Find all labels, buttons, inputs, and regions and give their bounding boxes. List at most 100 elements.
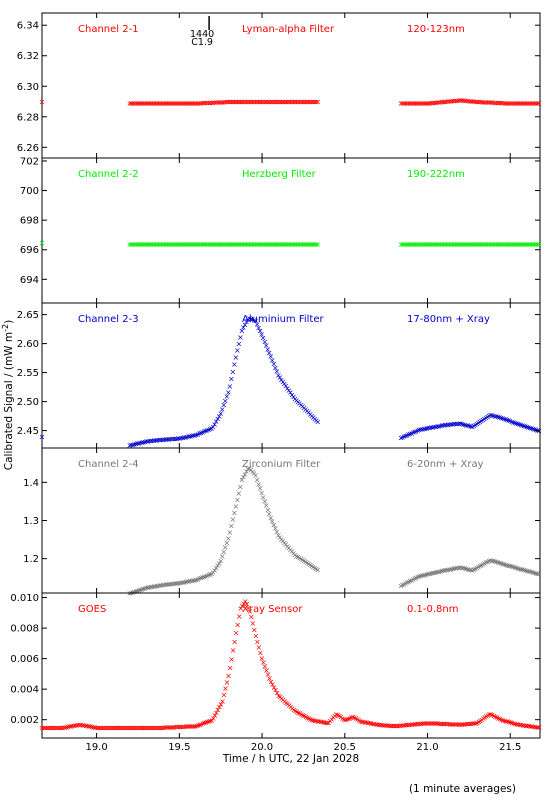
- data-point: ×: [417, 572, 424, 581]
- data-point: ×: [110, 723, 117, 732]
- data-point: ×: [189, 576, 196, 585]
- data-point: ×: [257, 327, 264, 336]
- data-point: ×: [229, 515, 236, 524]
- data-point: ×: [412, 720, 419, 729]
- data-point: ×: [146, 437, 153, 446]
- data-point: ×: [273, 98, 280, 107]
- data-point: ×: [176, 434, 183, 443]
- data-point: ×: [313, 98, 320, 107]
- data-point: ×: [266, 510, 273, 519]
- data-point: ×: [484, 98, 491, 107]
- data-point: ×: [444, 720, 451, 729]
- panel-filter-label: Aluminium Filter: [242, 314, 325, 325]
- data-point: ×: [266, 240, 273, 249]
- data-point: ×: [284, 700, 291, 709]
- data-point: ×: [286, 544, 293, 553]
- data-point: ×: [219, 697, 226, 706]
- data-point: ×: [387, 722, 394, 731]
- data-point: ×: [155, 99, 162, 108]
- data-point: ×: [193, 430, 200, 439]
- data-point: ×: [422, 570, 429, 579]
- data-point: ×: [172, 434, 179, 443]
- data-point: ×: [466, 719, 473, 728]
- data-point: ×: [257, 649, 264, 658]
- data-point: ×: [201, 573, 208, 582]
- data-point: ×: [170, 435, 177, 444]
- y-tick-label: 2.55: [17, 368, 39, 379]
- data-point: ×: [402, 99, 409, 108]
- panel-5: ××××××××××××××××××××××××××××××××××××××××…: [10, 592, 543, 739]
- panel-1: × ×××××××××××××××××××××××××××××××××××××××…: [17, 12, 542, 159]
- data-point: ×: [225, 388, 232, 397]
- data-point: ×: [422, 424, 429, 433]
- data-point: ×: [492, 712, 499, 721]
- data-point: ×: [211, 240, 218, 249]
- data-point: ×: [454, 96, 461, 105]
- data-point: ×: [178, 434, 185, 443]
- data-point: ×: [419, 240, 426, 249]
- data-point: ×: [251, 469, 258, 478]
- data-point: ×: [342, 716, 349, 725]
- data-point: ×: [143, 583, 150, 592]
- data-point: ×: [467, 422, 474, 431]
- data-point: ×: [209, 716, 216, 725]
- data-point: ×: [154, 582, 161, 591]
- data-point: ×: [496, 240, 503, 249]
- data-point: ×: [93, 723, 100, 732]
- data-point: ×: [151, 723, 158, 732]
- data-point: ×: [431, 98, 438, 107]
- data-point: ×: [498, 414, 505, 423]
- data-point: ×: [226, 98, 233, 107]
- data-point: ×: [281, 697, 288, 706]
- data-point: ×: [154, 240, 161, 249]
- data-point: ×: [458, 419, 465, 428]
- y-tick-label: 6.26: [17, 143, 39, 154]
- data-point: ×: [49, 723, 56, 732]
- data-point: ×: [196, 99, 203, 108]
- data-point: ×: [469, 719, 476, 728]
- data-point: ×: [442, 720, 449, 729]
- panel-channel-label: Channel 2-3: [78, 314, 139, 325]
- data-point: ×: [145, 99, 152, 108]
- data-point: ×: [39, 238, 46, 247]
- data-point: ×: [405, 577, 412, 586]
- data-point: ×: [439, 719, 446, 728]
- data-point: ×: [136, 723, 143, 732]
- data-point: ×: [192, 240, 199, 249]
- data-point: ×: [458, 96, 465, 105]
- x-axis: 19.0 19.5 20.0 20.5 21.0 21.5: [85, 742, 521, 753]
- data-point: ×: [155, 581, 162, 590]
- data-point: ×: [131, 240, 138, 249]
- data-point: ×: [128, 441, 135, 450]
- data-point: ×: [280, 240, 287, 249]
- data-point: ×: [126, 441, 133, 450]
- data-point: ×: [490, 411, 497, 420]
- data-point: ×: [514, 419, 521, 428]
- data-point: ×: [54, 723, 61, 732]
- data-point: ×: [212, 711, 219, 720]
- data-point: ×: [451, 240, 458, 249]
- data-point: ×: [272, 98, 279, 107]
- y-tick-label: 694: [20, 275, 39, 286]
- data-point: ×: [218, 700, 225, 709]
- data-point: ×: [190, 240, 197, 249]
- data-point: ×: [119, 723, 126, 732]
- data-point: ×: [201, 719, 208, 728]
- data-point: ×: [531, 569, 538, 578]
- data-point: ×: [57, 723, 64, 732]
- data-point: ×: [419, 99, 426, 108]
- data-point: ×: [455, 96, 462, 105]
- data-point: ×: [248, 315, 255, 324]
- data-point: ×: [161, 99, 168, 108]
- data-point: ×: [215, 706, 222, 715]
- data-point: ×: [220, 240, 227, 249]
- data-point: ×: [425, 424, 432, 433]
- panel-frame: [41, 592, 541, 739]
- data-point: ×: [311, 240, 318, 249]
- data-point: ×: [443, 566, 450, 575]
- data-point: ×: [249, 98, 256, 107]
- data-point: ×: [293, 240, 300, 249]
- y-tick-label: 1.2: [23, 554, 39, 565]
- data-point: ×: [182, 99, 189, 108]
- data-point: ×: [295, 553, 302, 562]
